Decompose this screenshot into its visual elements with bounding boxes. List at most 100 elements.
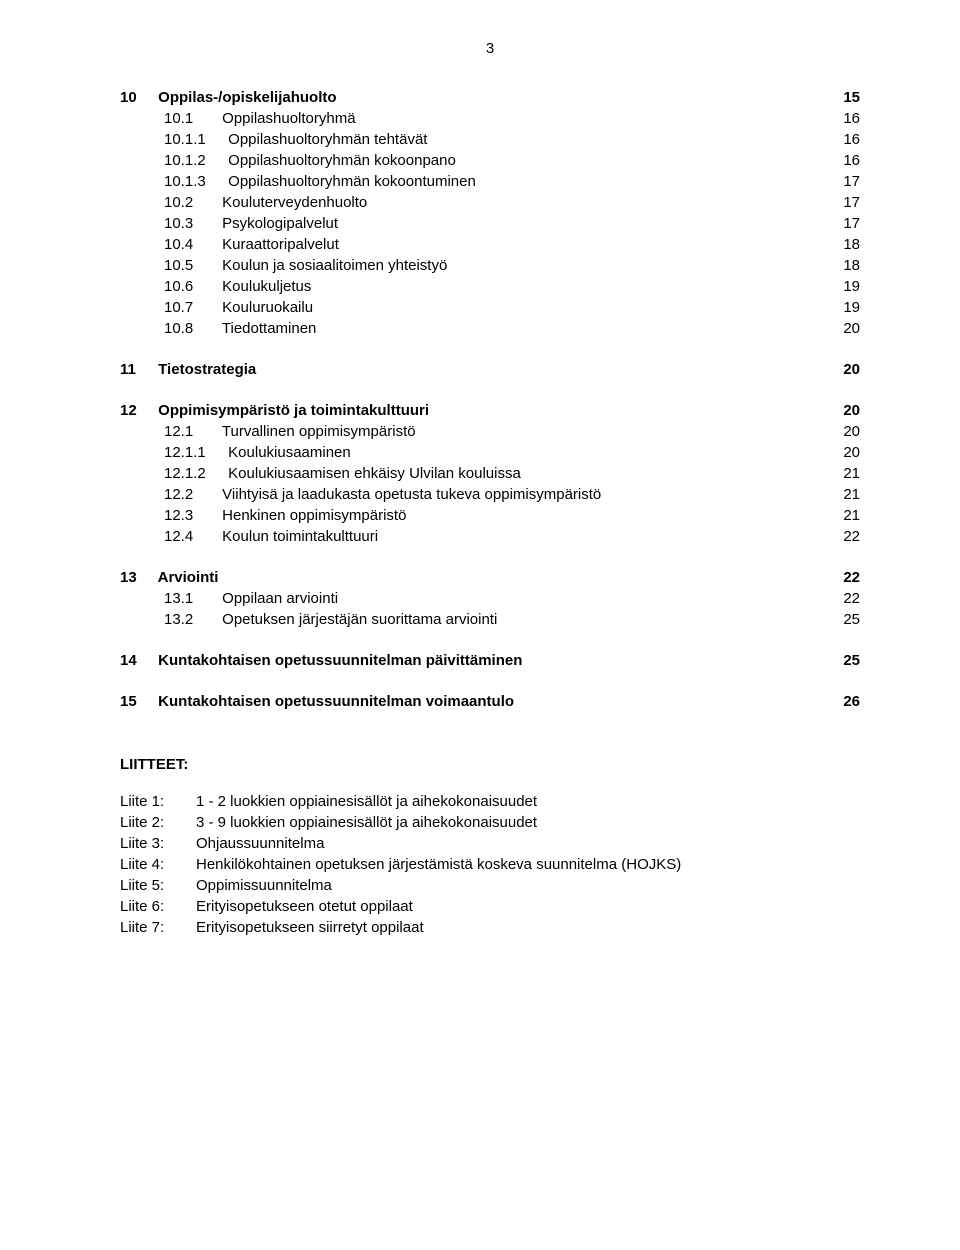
toc-label: 10.1.2 Oppilashuoltoryhmän kokoonpano [164, 150, 820, 171]
toc-title: Turvallinen oppimisympäristö [218, 423, 416, 440]
toc-page: 22 [820, 567, 860, 588]
toc-page: 17 [820, 171, 860, 192]
toc-number: 10.8 [164, 318, 218, 339]
toc-number: 10 [120, 87, 154, 108]
toc-label: 10.4 Kuraattoripalvelut [164, 234, 820, 255]
toc-number: 13 [120, 567, 154, 588]
toc-number: 10.1.2 [164, 150, 224, 171]
toc-label: 13.1 Oppilaan arviointi [164, 588, 820, 609]
toc-label: 10.7 Kouluruokailu [164, 297, 820, 318]
toc-row: 10.3 Psykologipalvelut17 [120, 213, 860, 234]
toc-number: 13.2 [164, 609, 218, 630]
toc-title: Koulukiusaaminen [224, 444, 351, 461]
toc-number: 10.3 [164, 213, 218, 234]
toc-page: 15 [820, 87, 860, 108]
toc-page: 26 [820, 691, 860, 712]
toc-title: Kuntakohtaisen opetussuunnitelman päivit… [154, 652, 522, 669]
appendix-label: Liite 1: [120, 791, 196, 812]
toc-row: 10.1.3 Oppilashuoltoryhmän kokoontuminen… [120, 171, 860, 192]
toc-row: 14 Kuntakohtaisen opetussuunnitelman päi… [120, 650, 860, 671]
toc-label: 10.2 Kouluterveydenhuolto [164, 192, 820, 213]
toc-row: 12 Oppimisympäristö ja toimintakulttuuri… [120, 400, 860, 421]
toc-title: Koulun ja sosiaalitoimen yhteistyö [218, 257, 447, 274]
toc-label: 13 Arviointi [120, 567, 820, 588]
toc-number: 12 [120, 400, 154, 421]
toc-row: 15 Kuntakohtaisen opetussuunnitelman voi… [120, 691, 860, 712]
toc-label: 10 Oppilas-/opiskelijahuolto [120, 87, 820, 108]
toc-page: 20 [820, 442, 860, 463]
appendix-label: Liite 7: [120, 917, 196, 938]
toc-title: Koulun toimintakulttuuri [218, 528, 378, 545]
appendix-text: 3 - 9 luokkien oppiainesisällöt ja aihek… [196, 812, 860, 833]
toc-title: Oppilas-/opiskelijahuolto [154, 89, 337, 106]
toc-number: 10.2 [164, 192, 218, 213]
toc-page: 18 [820, 234, 860, 255]
appendix-row: Liite 3:Ohjaussuunnitelma [120, 833, 860, 854]
toc-label: 12 Oppimisympäristö ja toimintakulttuuri [120, 400, 820, 421]
toc-label: 10.3 Psykologipalvelut [164, 213, 820, 234]
toc-title: Kouluruokailu [218, 299, 313, 316]
toc-row: 10.1.1 Oppilashuoltoryhmän tehtävät16 [120, 129, 860, 150]
spacer [120, 630, 860, 650]
toc-label: 10.1 Oppilashuoltoryhmä [164, 108, 820, 129]
toc-title: Oppimisympäristö ja toimintakulttuuri [154, 402, 429, 419]
toc-label: 12.2 Viihtyisä ja laadukasta opetusta tu… [164, 484, 820, 505]
toc-title: Kuraattoripalvelut [218, 236, 339, 253]
toc-row: 12.1 Turvallinen oppimisympäristö20 [120, 421, 860, 442]
appendix-text: Henkilökohtainen opetuksen järjestämistä… [196, 854, 860, 875]
toc-label: 12.3 Henkinen oppimisympäristö [164, 505, 820, 526]
toc-page: 19 [820, 276, 860, 297]
toc-row: 12.3 Henkinen oppimisympäristö21 [120, 505, 860, 526]
toc-number: 10.1.1 [164, 129, 224, 150]
appendix-label: Liite 2: [120, 812, 196, 833]
toc-number: 12.4 [164, 526, 218, 547]
toc-page: 16 [820, 108, 860, 129]
appendix-text: Oppimissuunnitelma [196, 875, 860, 896]
toc-label: 14 Kuntakohtaisen opetussuunnitelman päi… [120, 650, 820, 671]
appendix-text: Ohjaussuunnitelma [196, 833, 860, 854]
appendix-row: Liite 6:Erityisopetukseen otetut oppilaa… [120, 896, 860, 917]
appendix-row: Liite 4:Henkilökohtainen opetuksen järje… [120, 854, 860, 875]
toc-page: 20 [820, 318, 860, 339]
toc-number: 12.2 [164, 484, 218, 505]
toc-label: 15 Kuntakohtaisen opetussuunnitelman voi… [120, 691, 820, 712]
toc-page: 22 [820, 526, 860, 547]
toc-number: 10.4 [164, 234, 218, 255]
toc-page: 16 [820, 150, 860, 171]
toc-label: 12.4 Koulun toimintakulttuuri [164, 526, 820, 547]
toc-label: 10.8 Tiedottaminen [164, 318, 820, 339]
toc-row: 10.1 Oppilashuoltoryhmä16 [120, 108, 860, 129]
toc-row: 11 Tietostrategia20 [120, 359, 860, 380]
toc-label: 12.1.2 Koulukiusaamisen ehkäisy Ulvilan … [164, 463, 820, 484]
toc-label: 10.1.3 Oppilashuoltoryhmän kokoontuminen [164, 171, 820, 192]
appendix-label: Liite 4: [120, 854, 196, 875]
toc-number: 11 [120, 359, 154, 380]
toc-title: Henkinen oppimisympäristö [218, 507, 406, 524]
table-of-contents: 10 Oppilas-/opiskelijahuolto1510.1 Oppil… [120, 87, 860, 712]
toc-number: 12.1.2 [164, 463, 224, 484]
toc-row: 10.2 Kouluterveydenhuolto17 [120, 192, 860, 213]
toc-label: 12.1.1 Koulukiusaaminen [164, 442, 820, 463]
toc-row: 10.8 Tiedottaminen20 [120, 318, 860, 339]
toc-page: 22 [820, 588, 860, 609]
toc-number: 14 [120, 650, 154, 671]
toc-number: 13.1 [164, 588, 218, 609]
toc-page: 21 [820, 505, 860, 526]
toc-row: 10.5 Koulun ja sosiaalitoimen yhteistyö1… [120, 255, 860, 276]
toc-number: 10.1.3 [164, 171, 224, 192]
toc-label: 10.5 Koulun ja sosiaalitoimen yhteistyö [164, 255, 820, 276]
toc-label: 12.1 Turvallinen oppimisympäristö [164, 421, 820, 442]
appendix-text: Erityisopetukseen siirretyt oppilaat [196, 917, 860, 938]
toc-title: Oppilashuoltoryhmä [218, 110, 356, 127]
toc-title: Koulukuljetus [218, 278, 311, 295]
toc-title: Tiedottaminen [218, 320, 316, 337]
spacer [120, 712, 860, 756]
toc-number: 15 [120, 691, 154, 712]
toc-row: 13 Arviointi22 [120, 567, 860, 588]
toc-row: 10.4 Kuraattoripalvelut18 [120, 234, 860, 255]
toc-title: Oppilashuoltoryhmän kokoonpano [224, 152, 456, 169]
appendix-text: Erityisopetukseen otetut oppilaat [196, 896, 860, 917]
toc-title: Opetuksen järjestäjän suorittama arvioin… [218, 611, 497, 628]
toc-number: 10.5 [164, 255, 218, 276]
toc-title: Tietostrategia [154, 361, 256, 378]
